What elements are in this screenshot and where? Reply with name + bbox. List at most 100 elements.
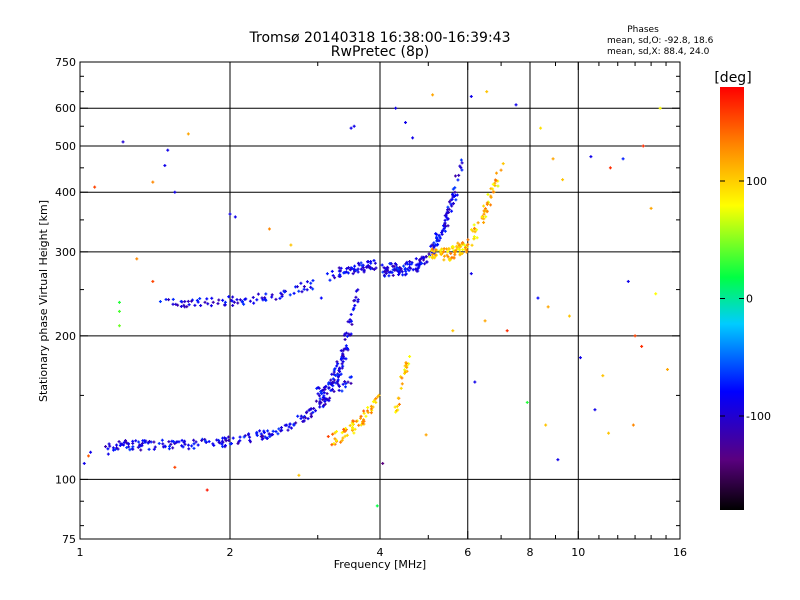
y-axis-label: Stationary phase Virtual Height [km] xyxy=(37,200,50,402)
trace-point xyxy=(424,255,428,259)
trace-point xyxy=(161,442,165,446)
scatter-point xyxy=(589,155,593,159)
trace-point xyxy=(442,258,446,262)
trace-point xyxy=(373,261,377,265)
trace-point xyxy=(337,388,341,392)
trace-point xyxy=(325,392,329,396)
trace-point xyxy=(335,360,339,364)
trace-point xyxy=(327,399,331,403)
trace-point xyxy=(192,438,196,442)
trace-point xyxy=(407,269,411,273)
trace-point xyxy=(311,287,315,291)
scatter-point xyxy=(649,206,653,210)
trace-point xyxy=(325,272,329,276)
trace-point xyxy=(482,204,486,208)
scatter-point xyxy=(163,164,167,168)
trace-point xyxy=(335,430,339,434)
trace-point xyxy=(331,384,335,388)
colorbar-ticks: 100 0 -100 xyxy=(720,175,771,423)
trace-point xyxy=(345,334,349,338)
trace-point xyxy=(330,387,334,391)
trace-point xyxy=(187,303,191,307)
trace-point xyxy=(277,427,281,431)
trace-point xyxy=(345,267,349,271)
scatter-point xyxy=(546,305,550,309)
scatter-point xyxy=(166,148,170,152)
trace-point xyxy=(411,268,415,272)
x-tick-label: 1 xyxy=(77,546,84,559)
trace-point xyxy=(434,243,438,247)
trace-point xyxy=(195,298,199,302)
trace-point xyxy=(167,298,171,302)
trace-point xyxy=(374,266,378,270)
scatter-point xyxy=(525,400,529,404)
trace-point xyxy=(354,295,358,299)
trace-point xyxy=(356,261,360,265)
trace-point xyxy=(183,439,187,443)
trace-point xyxy=(330,443,334,447)
trace-point xyxy=(396,408,400,412)
trace-point xyxy=(386,266,390,270)
trace-point xyxy=(335,364,339,368)
trace-point xyxy=(183,442,187,446)
trace-point xyxy=(176,303,180,307)
trace-point xyxy=(294,421,298,425)
trace-point xyxy=(374,400,378,404)
trace-point xyxy=(341,382,345,386)
trace-point xyxy=(440,231,444,235)
trace-point xyxy=(349,319,353,323)
trace-point xyxy=(220,439,224,443)
trace-point xyxy=(242,302,246,306)
trace-point xyxy=(447,200,451,204)
trace-point xyxy=(382,266,386,270)
trace-point xyxy=(450,209,454,213)
trace-point xyxy=(354,268,358,272)
scatter-point xyxy=(561,178,565,182)
trace-point xyxy=(344,426,348,430)
trace-point xyxy=(262,431,266,435)
trace-point xyxy=(192,442,196,446)
trace-point xyxy=(316,386,320,390)
trace-point xyxy=(348,424,352,428)
trace-point xyxy=(207,440,211,444)
trace-point xyxy=(303,416,307,420)
trace-point xyxy=(393,405,397,409)
trace-point xyxy=(238,298,242,302)
trace-point xyxy=(351,422,355,426)
trace-point xyxy=(296,414,300,418)
trace-point xyxy=(183,300,187,304)
trace-point xyxy=(336,373,340,377)
trace-point xyxy=(323,399,327,403)
trace-point xyxy=(299,281,303,285)
scatter-point xyxy=(658,106,662,110)
scatter-point xyxy=(640,344,644,348)
scatter-point xyxy=(451,329,455,333)
trace-point xyxy=(459,166,463,170)
trace-point xyxy=(199,304,203,308)
trace-point xyxy=(331,377,335,381)
trace-point xyxy=(232,300,236,304)
scatter-point xyxy=(326,435,330,439)
trace-point xyxy=(113,448,117,452)
trace-point xyxy=(167,440,171,444)
trace-point xyxy=(299,414,303,418)
trace-point xyxy=(404,361,408,365)
trace-point xyxy=(351,419,355,423)
trace-point xyxy=(349,266,353,270)
trace-point xyxy=(366,260,370,264)
trace-point xyxy=(450,204,454,208)
trace-point xyxy=(446,217,450,221)
trace-point xyxy=(171,297,175,301)
trace-point xyxy=(369,260,373,264)
y-tick-label: 300 xyxy=(55,246,76,259)
trace-point xyxy=(443,222,447,226)
trace-point xyxy=(457,243,461,247)
trace-point xyxy=(295,285,299,289)
scatter-point xyxy=(228,212,232,216)
trace-point xyxy=(475,228,479,232)
trace-point xyxy=(158,300,162,304)
trace-point xyxy=(190,299,194,303)
trace-point xyxy=(238,439,242,443)
trace-point xyxy=(460,161,464,165)
trace-point xyxy=(248,435,252,439)
